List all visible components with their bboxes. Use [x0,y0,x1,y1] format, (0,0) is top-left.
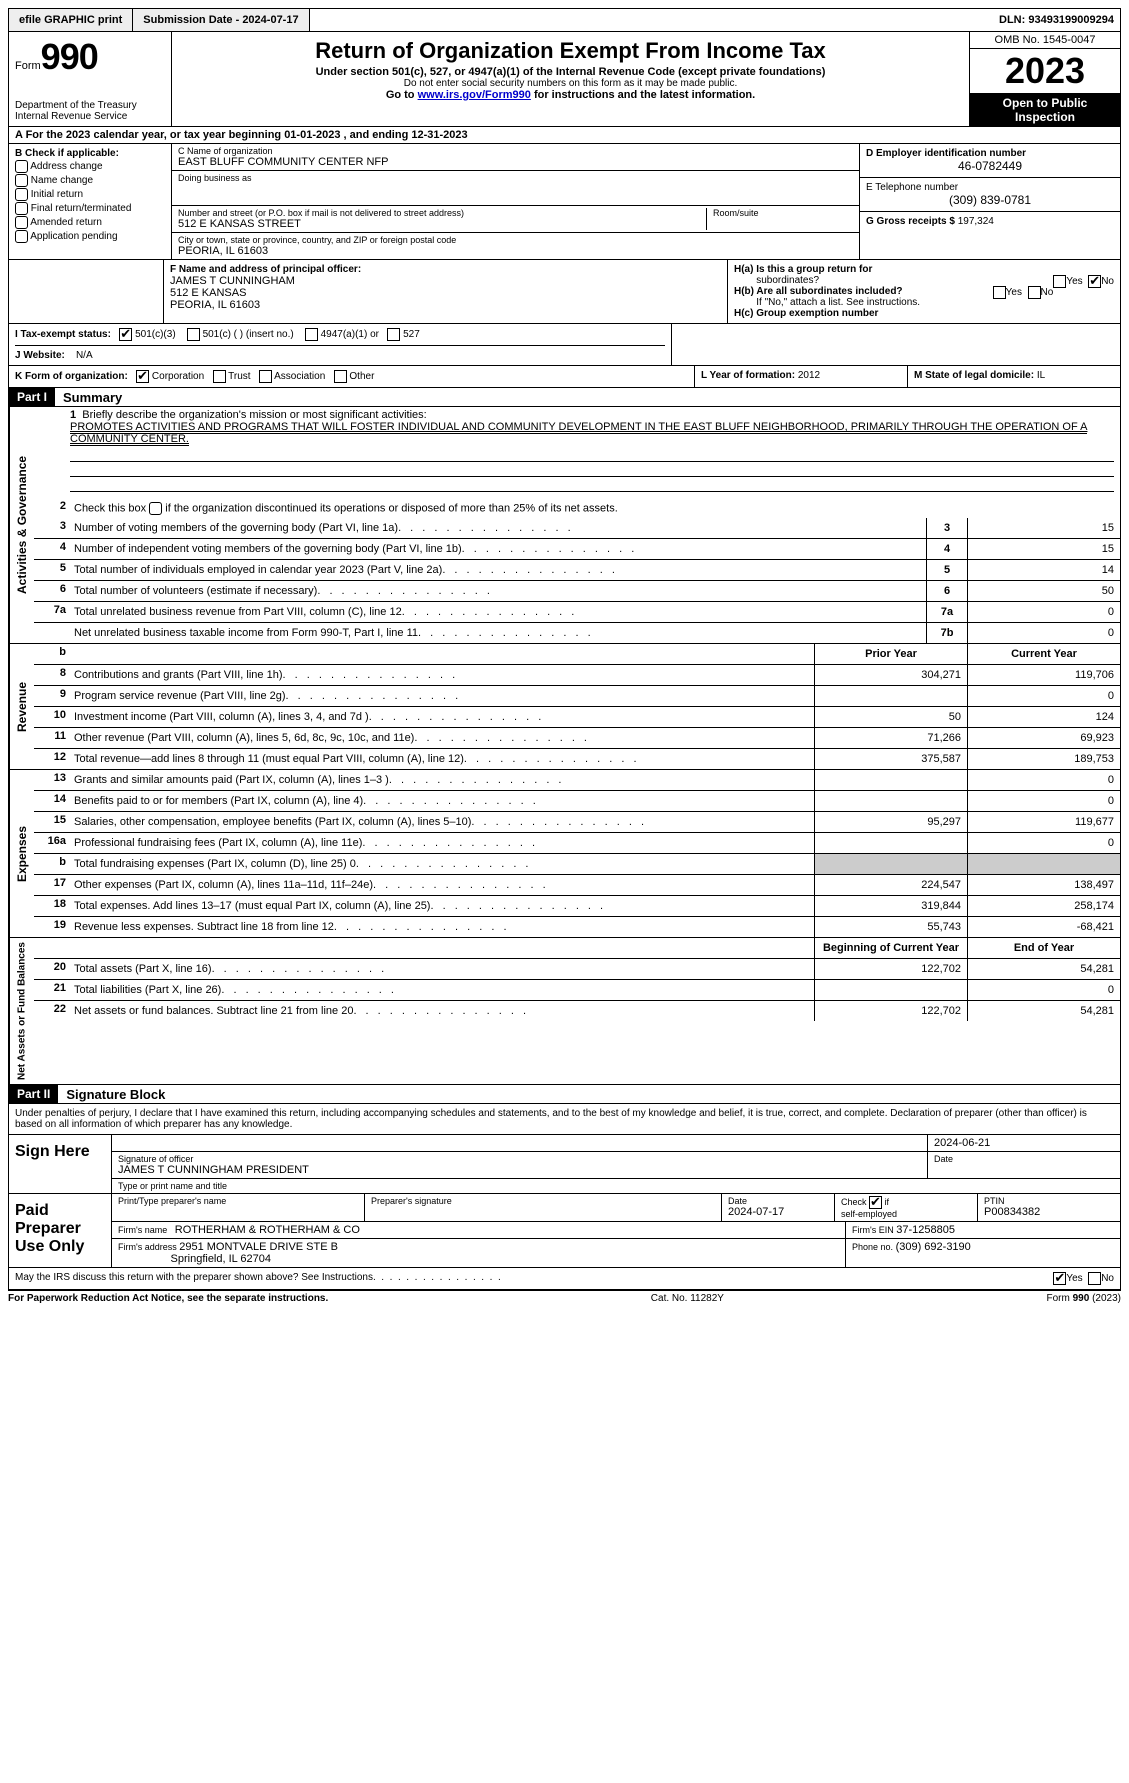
dept-treasury: Department of the Treasury [15,100,137,111]
top-bar: efile GRAPHIC print Submission Date - 20… [8,8,1121,32]
org-name: EAST BLUFF COMMUNITY CENTER NFP [178,156,853,168]
officer-name: JAMES T CUNNINGHAM [170,275,295,287]
sign-here-label: Sign Here [9,1135,112,1193]
ein: 46-0782449 [866,159,1114,173]
goto-pre: Go to [386,89,418,101]
ssn-warning: Do not enter social security numbers on … [180,78,961,89]
omb-number: OMB No. 1545-0047 [970,32,1120,49]
tab-activities: Activities & Governance [9,407,34,643]
section-b: B Check if applicable: Address change Na… [9,144,172,259]
expenses-section: Expenses 13Grants and similar amounts pa… [8,770,1121,938]
form-header: Form990 Department of the Treasury Inter… [8,32,1121,127]
tab-revenue: Revenue [9,644,34,769]
goto-link[interactable]: www.irs.gov/Form990 [418,89,531,101]
tab-net-assets: Net Assets or Fund Balances [9,938,34,1084]
row-klm: K Form of organization: Corporation Trus… [8,366,1121,388]
part2-header: Part II Signature Block [8,1085,1121,1104]
street-address: 512 E KANSAS STREET [178,218,700,230]
net-assets-section: Net Assets or Fund Balances Beginning of… [8,938,1121,1085]
state-domicile: IL [1037,370,1045,381]
part1-header: Part I Summary [8,388,1121,407]
preparer-phone: (309) 692-3190 [896,1241,971,1253]
gross-receipts: 197,324 [958,216,994,227]
revenue-section: Revenue b Prior Year Current Year 8Contr… [8,644,1121,770]
form-title: Return of Organization Exempt From Incom… [180,38,961,64]
city-state-zip: PEORIA, IL 61603 [178,245,853,257]
irs: Internal Revenue Service [15,111,127,122]
section-fh: F Name and address of principal officer:… [8,260,1121,324]
row-a-tax-year: A For the 2023 calendar year, or tax yea… [8,127,1121,144]
form-label: Form [15,60,41,72]
phone: (309) 839-0781 [866,193,1114,207]
website: N/A [76,350,93,361]
efile-print-button[interactable]: efile GRAPHIC print [9,9,133,31]
paid-preparer-label: Paid Preparer Use Only [9,1194,112,1267]
open-public-badge: Open to Public Inspection [970,94,1120,126]
firm-ein: 37-1258805 [896,1224,955,1236]
form-subtitle: Under section 501(c), 527, or 4947(a)(1)… [180,66,961,78]
tax-year: 2023 [970,49,1120,94]
section-c: C Name of organization EAST BLUFF COMMUN… [172,144,859,259]
tab-expenses: Expenses [9,770,34,937]
dln: DLN: 93493199009294 [993,9,1120,31]
page-footer: For Paperwork Reduction Act Notice, see … [8,1290,1121,1306]
row-ij: I Tax-exempt status: 501(c)(3) 501(c) ( … [8,324,1121,366]
form-number: 990 [41,36,98,77]
sig-date1: 2024-06-21 [934,1137,990,1149]
section-bcd: B Check if applicable: Address change Na… [8,144,1121,260]
section-dg: D Employer identification number 46-0782… [859,144,1120,259]
submission-date: Submission Date - 2024-07-17 [133,9,309,31]
ptin: P00834382 [984,1206,1040,1218]
activities-governance: Activities & Governance 1 Briefly descri… [8,407,1121,644]
signature-block: Under penalties of perjury, I declare th… [8,1104,1121,1290]
year-formation: 2012 [798,370,820,381]
mission-text: PROMOTES ACTIVITIES AND PROGRAMS THAT WI… [70,421,1087,446]
penalty-text: Under penalties of perjury, I declare th… [9,1104,1120,1135]
goto-post: for instructions and the latest informat… [531,89,755,101]
section-h: H(a) Is this a group return for subordin… [727,260,1120,323]
officer-signature: JAMES T CUNNINGHAM PRESIDENT [118,1164,309,1176]
firm-name: ROTHERHAM & ROTHERHAM & CO [175,1224,360,1236]
